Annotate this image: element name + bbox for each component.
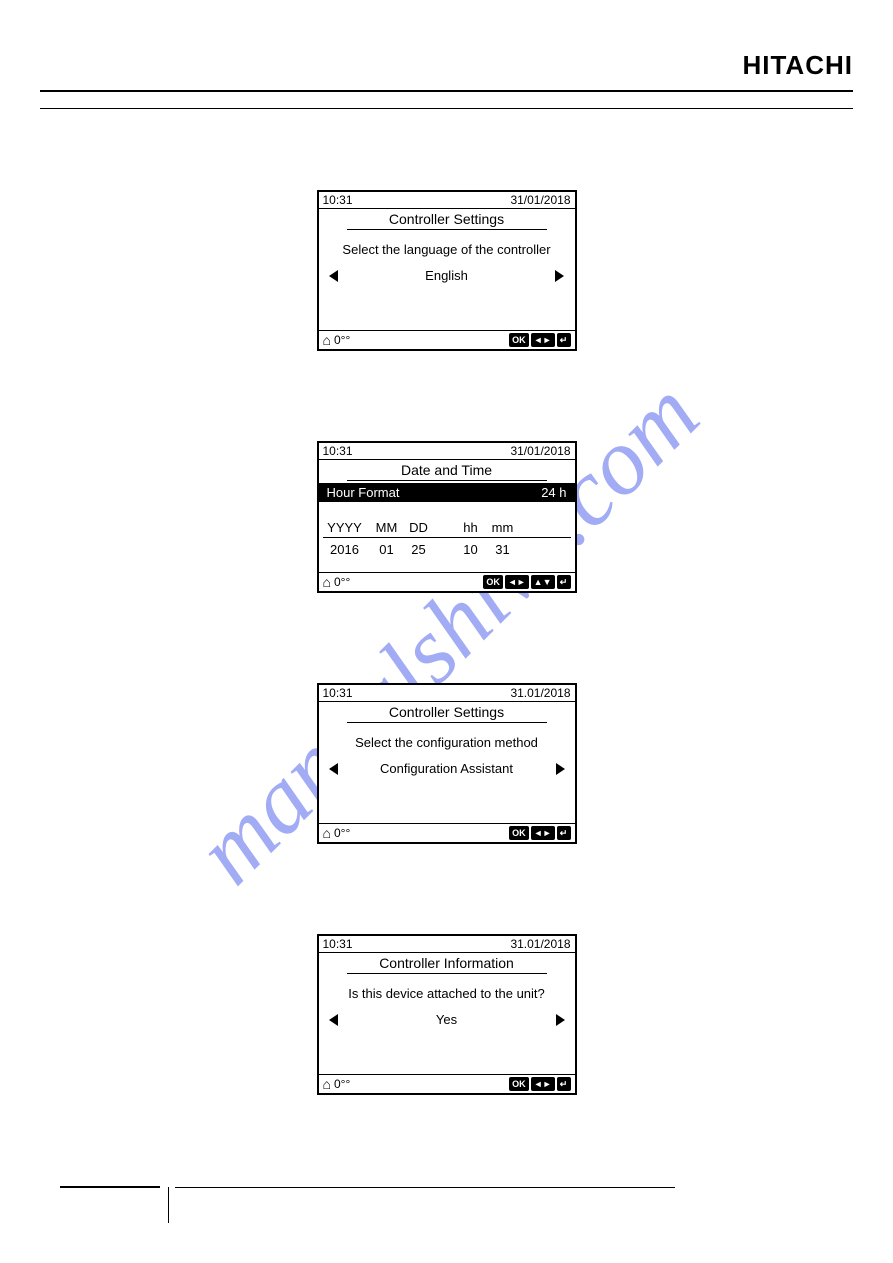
datetime-table: YYYY MM DD hh mm 2016 01 25 10 31 bbox=[323, 520, 571, 557]
col-hh: hh bbox=[459, 520, 483, 535]
return-icon[interactable]: ↵ bbox=[557, 1077, 571, 1091]
home-temp: ⌂ 0°° bbox=[323, 826, 351, 840]
col-mm: MM bbox=[375, 520, 399, 535]
prompt-text: Select the language of the controller bbox=[341, 242, 553, 258]
hour-format-label: Hour Format bbox=[327, 485, 400, 500]
status-bar: 10:31 31/01/2018 bbox=[319, 192, 575, 209]
header-rule-thin bbox=[40, 108, 853, 109]
selector-row[interactable]: Configuration Assistant bbox=[323, 761, 571, 776]
col-dd: DD bbox=[407, 520, 431, 535]
selected-value: English bbox=[425, 268, 468, 283]
status-time: 10:31 bbox=[323, 937, 353, 951]
arrow-right-icon[interactable] bbox=[556, 763, 565, 775]
nav-icons: OK ◄► ↵ bbox=[509, 333, 570, 347]
hour-format-value: 24 h bbox=[541, 485, 566, 500]
lcd-screen-1: 10:31 31/01/2018 Controller Settings Sel… bbox=[317, 190, 577, 351]
val-hh[interactable]: 10 bbox=[459, 542, 483, 557]
screen-title: Controller Information bbox=[347, 953, 547, 974]
lcd-screen-4: 10:31 31.01/2018 Controller Information … bbox=[317, 934, 577, 1095]
header-rule-thick bbox=[40, 90, 853, 92]
status-time: 10:31 bbox=[323, 444, 353, 458]
val-dd[interactable]: 25 bbox=[407, 542, 431, 557]
temp-value: 0°° bbox=[334, 333, 350, 347]
status-date: 31/01/2018 bbox=[510, 444, 570, 458]
ok-icon[interactable]: OK bbox=[483, 575, 503, 589]
nav-icons: OK ◄► ▲▼ ↵ bbox=[483, 575, 570, 589]
prompt-text: Select the configuration method bbox=[341, 735, 553, 751]
arrow-left-icon[interactable] bbox=[329, 763, 338, 775]
status-bar: 10:31 31/01/2018 bbox=[319, 443, 575, 460]
footer-rule-right bbox=[175, 1187, 675, 1188]
home-temp: ⌂ 0°° bbox=[323, 333, 351, 347]
return-icon[interactable]: ↵ bbox=[557, 826, 571, 840]
updown-icon[interactable]: ▲▼ bbox=[531, 575, 555, 589]
home-temp: ⌂ 0°° bbox=[323, 575, 351, 589]
temp-value: 0°° bbox=[334, 575, 350, 589]
nav-icons: OK ◄► ↵ bbox=[509, 1077, 570, 1091]
arrow-left-icon[interactable] bbox=[329, 1014, 338, 1026]
screen-body: Select the configuration method Configur… bbox=[319, 723, 575, 823]
bottom-bar: ⌂ 0°° OK ◄► ↵ bbox=[319, 823, 575, 842]
temp-value: 0°° bbox=[334, 1077, 350, 1091]
return-icon[interactable]: ↵ bbox=[557, 333, 571, 347]
bottom-bar: ⌂ 0°° OK ◄► ↵ bbox=[319, 330, 575, 349]
bottom-bar: ⌂ 0°° OK ◄► ↵ bbox=[319, 1074, 575, 1093]
home-icon: ⌂ bbox=[323, 1077, 331, 1091]
screen-title: Controller Settings bbox=[347, 209, 547, 230]
leftright-icon[interactable]: ◄► bbox=[531, 826, 555, 840]
selector-row[interactable]: Yes bbox=[323, 1012, 571, 1027]
return-icon[interactable]: ↵ bbox=[557, 575, 571, 589]
footer-divider bbox=[168, 1187, 169, 1223]
selector-row[interactable]: English bbox=[323, 268, 571, 283]
status-date: 31.01/2018 bbox=[510, 686, 570, 700]
screen-title: Date and Time bbox=[347, 460, 547, 481]
status-time: 10:31 bbox=[323, 193, 353, 207]
val-mm[interactable]: 01 bbox=[375, 542, 399, 557]
val-yyyy[interactable]: 2016 bbox=[323, 542, 367, 557]
status-time: 10:31 bbox=[323, 686, 353, 700]
ok-icon[interactable]: OK bbox=[509, 1077, 529, 1091]
home-icon: ⌂ bbox=[323, 333, 331, 347]
col-min: mm bbox=[491, 520, 515, 535]
ok-icon[interactable]: OK bbox=[509, 826, 529, 840]
selected-value: Configuration Assistant bbox=[380, 761, 513, 776]
brand-logo: HITACHI bbox=[742, 50, 853, 81]
screen-body: YYYY MM DD hh mm 2016 01 25 10 31 bbox=[319, 502, 575, 572]
status-date: 31.01/2018 bbox=[510, 937, 570, 951]
arrow-left-icon[interactable] bbox=[329, 270, 338, 282]
leftright-icon[interactable]: ◄► bbox=[531, 333, 555, 347]
lcd-screen-3: 10:31 31.01/2018 Controller Settings Sel… bbox=[317, 683, 577, 844]
screen-body: Select the language of the controller En… bbox=[319, 230, 575, 330]
lcd-screen-2: 10:31 31/01/2018 Date and Time Hour Form… bbox=[317, 441, 577, 593]
prompt-text: Is this device attached to the unit? bbox=[341, 986, 553, 1002]
home-icon: ⌂ bbox=[323, 575, 331, 589]
footer-rule-left bbox=[60, 1186, 160, 1188]
status-bar: 10:31 31.01/2018 bbox=[319, 685, 575, 702]
screen-title: Controller Settings bbox=[347, 702, 547, 723]
status-date: 31/01/2018 bbox=[510, 193, 570, 207]
leftright-icon[interactable]: ◄► bbox=[505, 575, 529, 589]
home-temp: ⌂ 0°° bbox=[323, 1077, 351, 1091]
col-yyyy: YYYY bbox=[323, 520, 367, 535]
nav-icons: OK ◄► ↵ bbox=[509, 826, 570, 840]
val-min[interactable]: 31 bbox=[491, 542, 515, 557]
home-icon: ⌂ bbox=[323, 826, 331, 840]
hour-format-row[interactable]: Hour Format 24 h bbox=[319, 483, 575, 502]
bottom-bar: ⌂ 0°° OK ◄► ▲▼ ↵ bbox=[319, 572, 575, 591]
temp-value: 0°° bbox=[334, 826, 350, 840]
screen-body: Is this device attached to the unit? Yes bbox=[319, 974, 575, 1074]
leftright-icon[interactable]: ◄► bbox=[531, 1077, 555, 1091]
arrow-right-icon[interactable] bbox=[555, 270, 564, 282]
arrow-right-icon[interactable] bbox=[556, 1014, 565, 1026]
screens-container: 10:31 31/01/2018 Controller Settings Sel… bbox=[317, 190, 577, 1095]
ok-icon[interactable]: OK bbox=[509, 333, 529, 347]
status-bar: 10:31 31.01/2018 bbox=[319, 936, 575, 953]
selected-value: Yes bbox=[436, 1012, 457, 1027]
